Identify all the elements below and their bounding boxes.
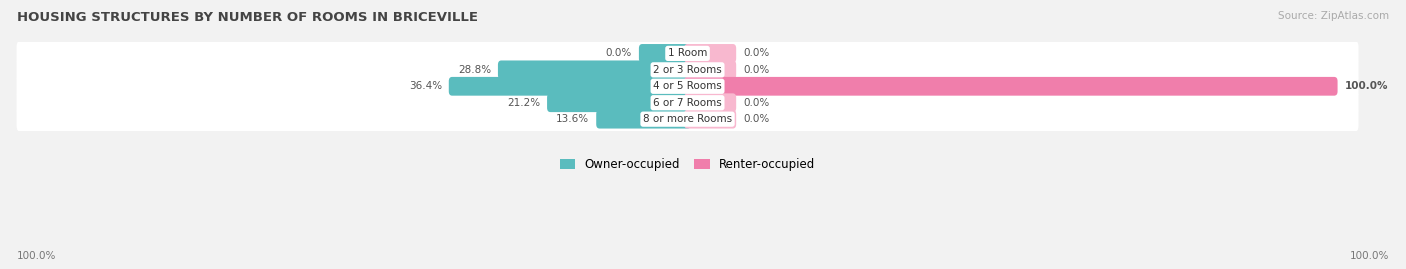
FancyBboxPatch shape: [17, 90, 1358, 116]
Text: 36.4%: 36.4%: [409, 81, 441, 91]
FancyBboxPatch shape: [17, 106, 1358, 132]
Text: 0.0%: 0.0%: [744, 48, 769, 58]
FancyBboxPatch shape: [547, 93, 690, 112]
FancyBboxPatch shape: [638, 44, 690, 63]
Text: 1 Room: 1 Room: [668, 48, 707, 58]
Text: 0.0%: 0.0%: [744, 98, 769, 108]
FancyBboxPatch shape: [17, 73, 1358, 99]
FancyBboxPatch shape: [17, 40, 1358, 66]
Text: HOUSING STRUCTURES BY NUMBER OF ROOMS IN BRICEVILLE: HOUSING STRUCTURES BY NUMBER OF ROOMS IN…: [17, 11, 478, 24]
Text: 4 or 5 Rooms: 4 or 5 Rooms: [654, 81, 721, 91]
Text: 13.6%: 13.6%: [557, 114, 589, 124]
FancyBboxPatch shape: [596, 110, 690, 129]
FancyBboxPatch shape: [449, 77, 690, 96]
Text: 2 or 3 Rooms: 2 or 3 Rooms: [654, 65, 721, 75]
Text: 100.0%: 100.0%: [17, 251, 56, 261]
FancyBboxPatch shape: [685, 61, 737, 79]
FancyBboxPatch shape: [498, 61, 690, 79]
Text: 0.0%: 0.0%: [744, 114, 769, 124]
FancyBboxPatch shape: [685, 93, 737, 112]
Text: Source: ZipAtlas.com: Source: ZipAtlas.com: [1278, 11, 1389, 21]
Text: 100.0%: 100.0%: [1344, 81, 1388, 91]
FancyBboxPatch shape: [685, 77, 1337, 96]
FancyBboxPatch shape: [685, 44, 737, 63]
Text: 28.8%: 28.8%: [458, 65, 491, 75]
Text: 100.0%: 100.0%: [1350, 251, 1389, 261]
Text: 8 or more Rooms: 8 or more Rooms: [643, 114, 733, 124]
Text: 0.0%: 0.0%: [606, 48, 631, 58]
Legend: Owner-occupied, Renter-occupied: Owner-occupied, Renter-occupied: [560, 158, 815, 171]
Text: 0.0%: 0.0%: [744, 65, 769, 75]
Text: 21.2%: 21.2%: [508, 98, 540, 108]
Text: 6 or 7 Rooms: 6 or 7 Rooms: [654, 98, 721, 108]
FancyBboxPatch shape: [17, 57, 1358, 83]
FancyBboxPatch shape: [685, 110, 737, 129]
